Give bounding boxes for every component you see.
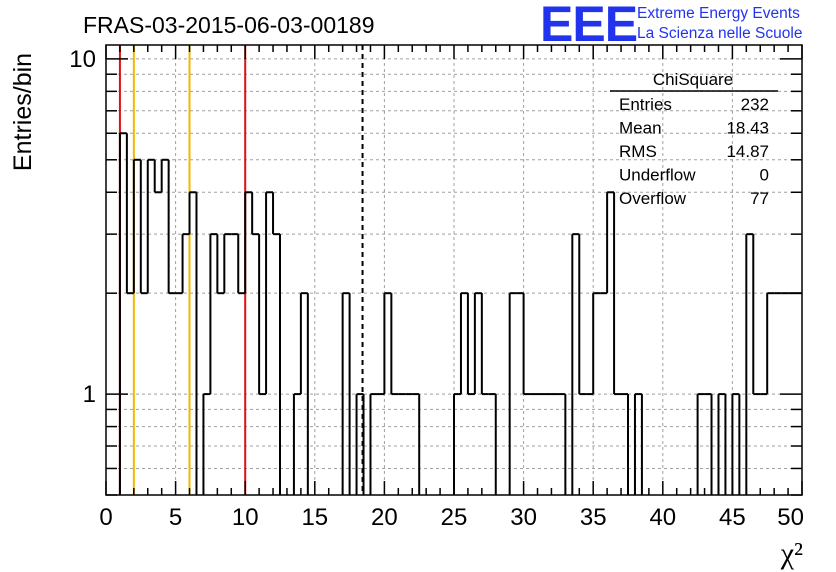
stats-row-label: Overflow: [619, 189, 687, 208]
y-axis: 1 10: [69, 46, 802, 496]
stats-row-value: 18.43: [726, 119, 769, 138]
x-tick-label: 15: [301, 504, 328, 531]
stats-row-value: 0: [760, 166, 769, 185]
stats-row-label: Underflow: [619, 166, 696, 185]
stats-row-label: Mean: [619, 119, 662, 138]
logo-line1: Extreme Energy Events: [637, 5, 800, 22]
x-tick-label: 30: [510, 504, 537, 531]
x-tick-label: 0: [99, 504, 112, 531]
y-tick-label: 1: [83, 381, 96, 408]
stats-box: ChiSquare Entries 232 Mean 18.43 RMS 14.87 Und…: [610, 70, 778, 208]
stats-row-label: Entries: [619, 95, 672, 114]
x-axis: 0 5 10 15 20 25 30 35 40 45 50: [99, 45, 804, 531]
x-tick-label: 25: [441, 504, 468, 531]
stats-row-value: 77: [750, 189, 769, 208]
stats-row-value: 14.87: [726, 142, 769, 161]
chart-title: FRAS-03-2015-06-03-00189: [83, 12, 375, 38]
logo-mark: EEE: [540, 0, 637, 52]
x-tick-label: 45: [719, 504, 746, 531]
y-axis-label: Entries/bin: [9, 53, 37, 171]
y-tick-label: 10: [69, 46, 96, 73]
eee-logo: EEE Extreme Energy Events La Scienza nel…: [540, 0, 802, 52]
marker-lines: [118, 45, 364, 495]
x-tick-label: 40: [649, 504, 676, 531]
x-tick-label: 35: [580, 504, 607, 531]
x-axis-label: χ²: [780, 537, 803, 570]
x-tick-label: 10: [232, 504, 259, 531]
x-tick-label: 5: [169, 504, 182, 531]
stats-title: ChiSquare: [653, 70, 733, 89]
x-tick-label: 20: [371, 504, 398, 531]
histogram-bins: [118, 132, 802, 495]
logo-line2: La Scienza nelle Scuole: [637, 25, 802, 42]
x-tick-label: 50: [777, 504, 804, 531]
stats-row-value: 232: [741, 95, 769, 114]
stats-row-label: RMS: [619, 142, 657, 161]
